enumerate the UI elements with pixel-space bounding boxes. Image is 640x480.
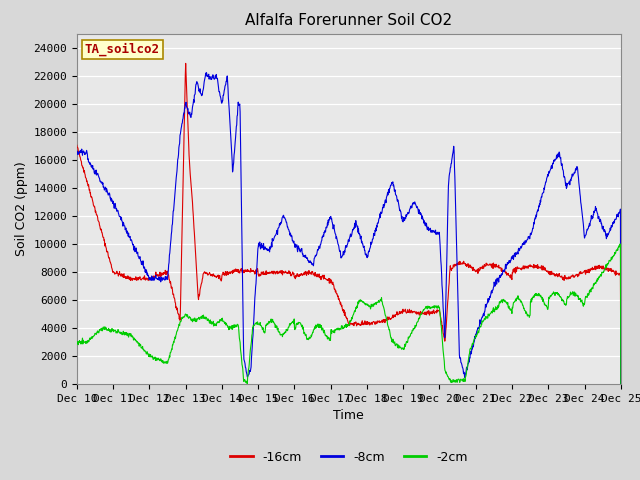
Title: Alfalfa Forerunner Soil CO2: Alfalfa Forerunner Soil CO2 <box>245 13 452 28</box>
X-axis label: Time: Time <box>333 409 364 422</box>
Legend: -16cm, -8cm, -2cm: -16cm, -8cm, -2cm <box>225 446 472 469</box>
Y-axis label: Soil CO2 (ppm): Soil CO2 (ppm) <box>15 161 28 256</box>
Text: TA_soilco2: TA_soilco2 <box>85 43 160 56</box>
